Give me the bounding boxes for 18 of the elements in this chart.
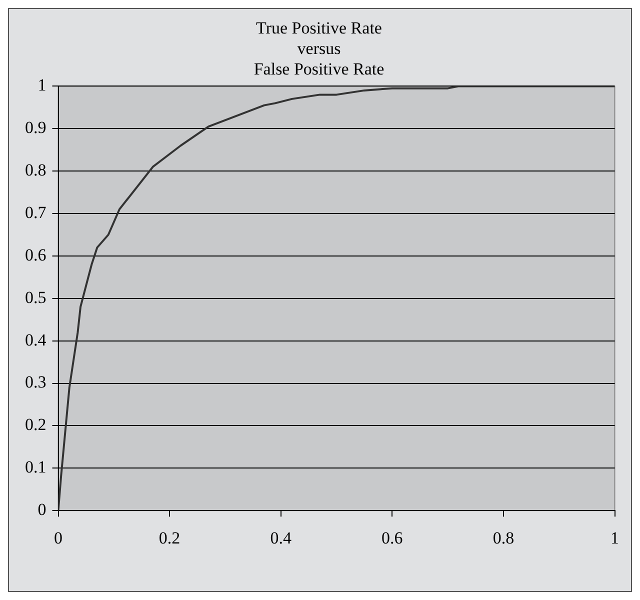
x-tick-label: 0.8 bbox=[492, 528, 514, 548]
y-tick-label: 0.3 bbox=[25, 372, 46, 392]
y-tick-label: 0.1 bbox=[25, 458, 46, 477]
y-tick-label: 0.4 bbox=[25, 330, 47, 350]
x-tick-label: 0.4 bbox=[270, 528, 292, 548]
y-tick-label: 0.5 bbox=[25, 288, 46, 307]
x-tick-label: 0 bbox=[54, 528, 62, 548]
y-tick-label: 0.8 bbox=[25, 160, 46, 180]
x-tick-label: 1 bbox=[610, 528, 619, 548]
y-tick-label: 0.2 bbox=[25, 415, 46, 434]
y-tick-label: 0.6 bbox=[25, 245, 46, 264]
x-tick-label: 0.2 bbox=[158, 528, 180, 548]
x-tick-label: 0.6 bbox=[382, 528, 403, 548]
y-tick-label: 0.9 bbox=[25, 118, 46, 138]
y-tick-label: 0 bbox=[38, 500, 46, 520]
chart-title: True Positive Rate versus False Positive Rate bbox=[254, 18, 384, 78]
y-tick-label: 1 bbox=[38, 76, 46, 95]
y-tick-label: 0.7 bbox=[25, 202, 47, 222]
